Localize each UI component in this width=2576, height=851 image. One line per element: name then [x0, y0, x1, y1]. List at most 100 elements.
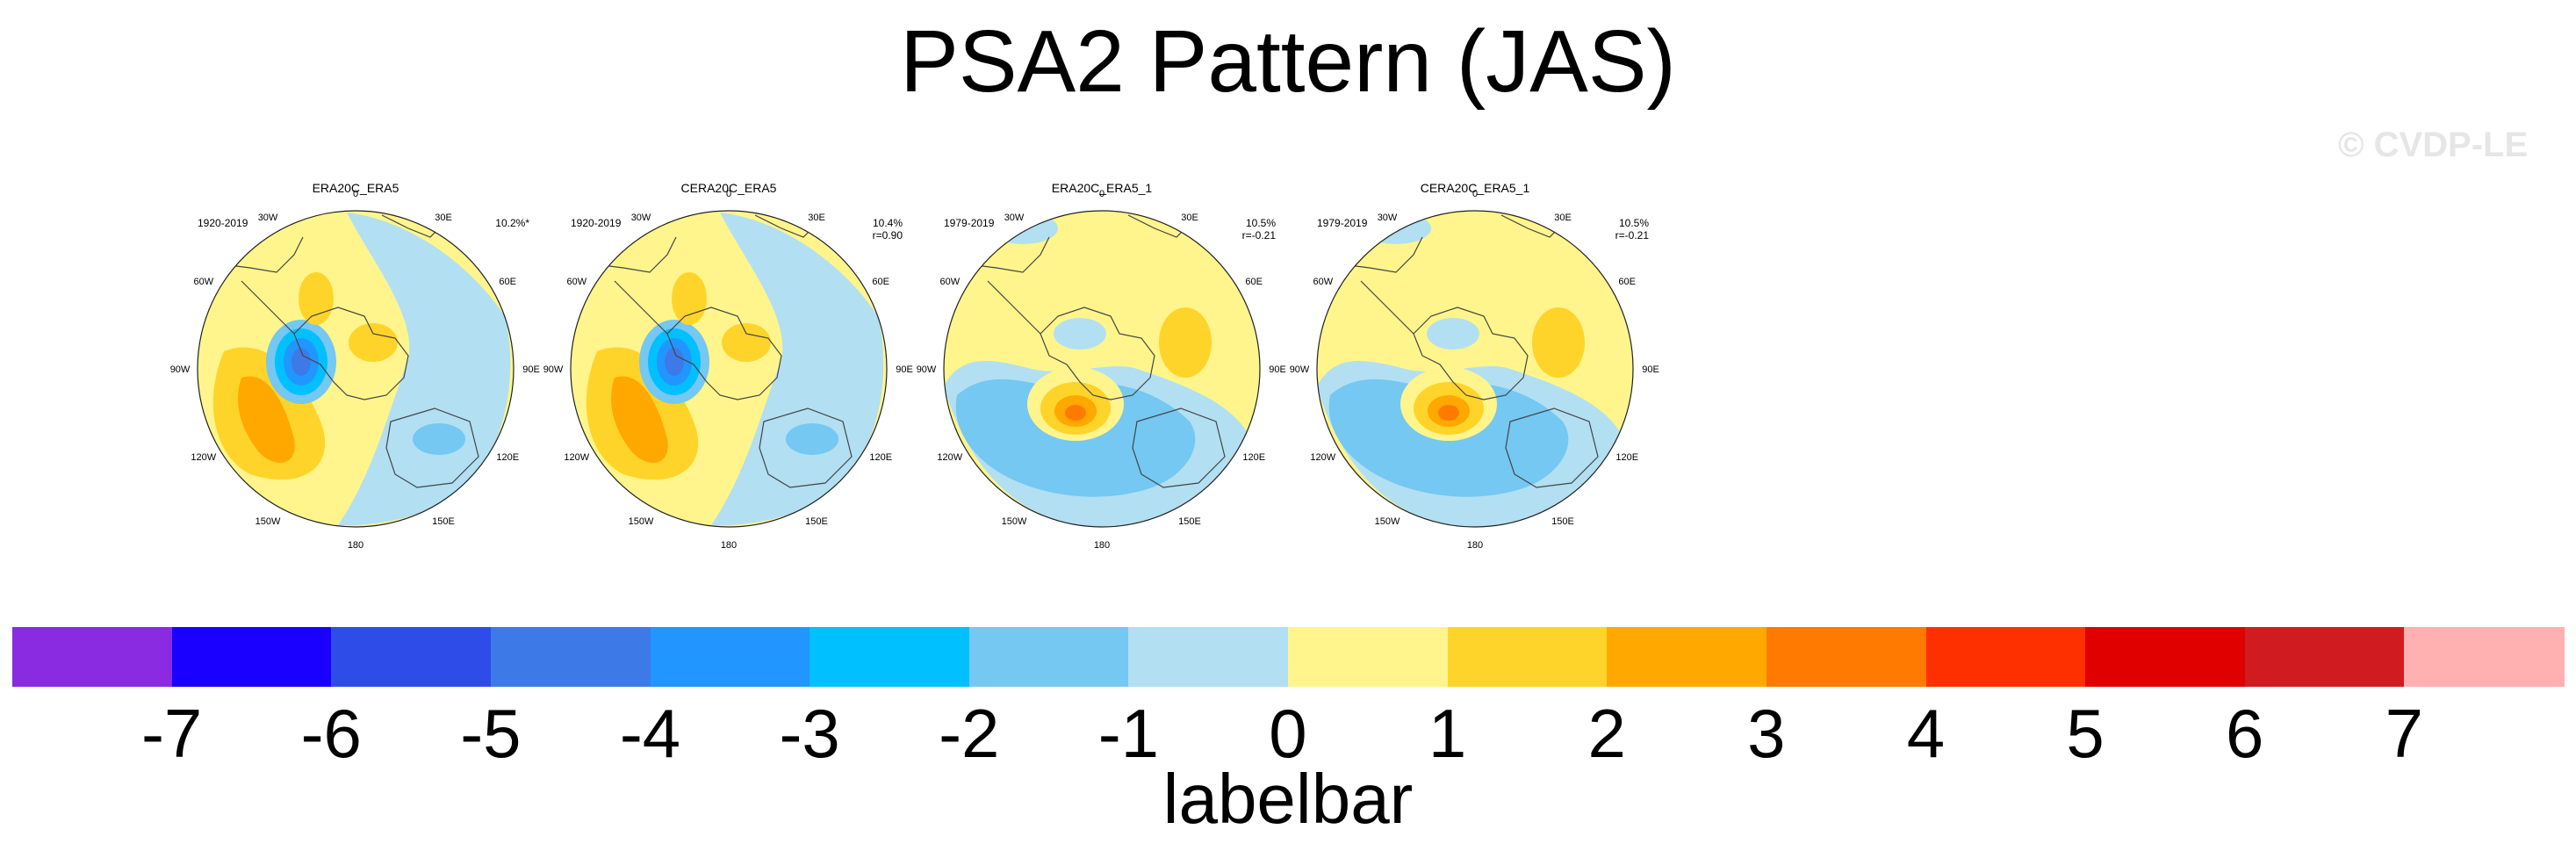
south-america-coastline	[961, 236, 1050, 273]
positive-core	[238, 376, 295, 463]
panel-years: 1979-2019	[1317, 217, 1368, 229]
longitude-label: 0	[1472, 189, 1478, 199]
longitude-label: 120E	[1615, 452, 1638, 463]
longitude-label: 30W	[631, 213, 651, 223]
negative-core	[665, 348, 684, 376]
longitude-label: 60E	[1618, 277, 1636, 287]
longitude-label: 120E	[1242, 452, 1265, 463]
longitude-label: 150W	[1375, 516, 1400, 527]
longitude-label: 90W	[1290, 364, 1310, 375]
labelbar-swatch	[1128, 627, 1289, 687]
labelbar-tick-label: -5	[460, 695, 522, 772]
longitude-label: 30E	[435, 213, 452, 223]
labelbar-swatch	[490, 627, 651, 687]
negative-core	[291, 348, 311, 376]
panel-correlation: r=0.90	[872, 229, 903, 242]
labelbar-tick-label: -7	[140, 695, 203, 772]
labelbar-swatch	[809, 627, 970, 687]
polar-map: 0 30E 60E 90E 120E 150E 180 150W 120W 90W 60W 30W	[170, 189, 540, 551]
antarctica-coastline	[1413, 307, 1529, 400]
positive-region	[722, 323, 771, 362]
panel-title: CERA20C_ERA5	[680, 181, 777, 195]
positive-region	[1532, 307, 1585, 378]
peninsula-coastline	[241, 280, 295, 335]
labelbar-swatch	[1607, 627, 1767, 687]
australia-coastline	[1505, 407, 1599, 488]
south-america-coastline	[1334, 236, 1423, 273]
longitude-label: 90W	[543, 364, 564, 375]
longitude-label: 90E	[522, 364, 540, 375]
labelbar-tick-label: 4	[1906, 695, 1946, 772]
peninsula-coastline	[614, 280, 668, 335]
labelbar-swatch	[1447, 627, 1608, 687]
longitude-label: 60E	[1245, 277, 1263, 287]
longitude-label: 0	[726, 189, 731, 199]
positive-region	[1159, 307, 1212, 378]
polar-map: 0 30E 60E 90E 120E 150E 180 150W 120W 90W 60W 30W	[917, 189, 1286, 551]
negative-region	[413, 423, 465, 455]
antarctica-coastline	[1040, 307, 1155, 400]
panel-years: 1979-2019	[944, 217, 995, 229]
map-panel: CERA20C_ERA5 1920-2019 10.4% r=0.90 0 30E 60E 9…	[543, 180, 913, 558]
page-title: PSA2 Pattern (JAS)	[900, 12, 1676, 111]
longitude-label: 30W	[258, 213, 278, 223]
panel-title: CERA20C_ERA5_1	[1420, 181, 1530, 195]
polar-map: 0 30E 60E 90E 120E 150E 180 150W 120W 90W 60W 30W	[1290, 189, 1659, 551]
south-america-coastline	[587, 236, 677, 273]
longitude-label: 120W	[191, 452, 216, 463]
longitude-label: 120W	[1310, 452, 1335, 463]
map-panel: ERA20C_ERA5 1920-2019 10.2%* 0 30E 60E 90E 120E…	[170, 180, 540, 558]
longitude-label: 30E	[808, 213, 825, 223]
panel-title: ERA20C_ERA5	[312, 181, 399, 195]
longitude-label: 60E	[499, 277, 516, 287]
longitude-label: 30E	[1181, 213, 1198, 223]
labelbar	[12, 627, 2565, 687]
map-border	[1316, 210, 1634, 528]
negative-region	[1427, 318, 1479, 350]
positive-core	[1438, 405, 1459, 421]
south-america-coastline	[214, 236, 304, 273]
longitude-label: 60W	[1313, 277, 1333, 287]
longitude-label: 60W	[193, 277, 213, 287]
panel-percent: 10.2%*	[495, 217, 529, 229]
labelbar-tick-label: -2	[939, 695, 1000, 772]
negative-region	[338, 213, 511, 526]
longitude-label: 0	[1099, 189, 1105, 199]
labelbar-swatch	[12, 627, 173, 687]
map-border	[197, 210, 514, 528]
longitude-label: 30E	[1554, 213, 1572, 223]
positive-region	[672, 272, 707, 325]
labelbar-tick-label: 7	[2385, 695, 2424, 772]
labelbar-swatch	[171, 627, 332, 687]
longitude-label: 120W	[564, 452, 589, 463]
negative-region	[1054, 318, 1106, 350]
panel-years: 1920-2019	[571, 217, 622, 229]
longitude-label: 150E	[805, 516, 828, 527]
longitude-label: 90E	[1642, 364, 1659, 375]
panel-years: 1920-2019	[198, 217, 248, 229]
labelbar-tick-label: 2	[1587, 695, 1626, 772]
labelbar-swatch	[650, 627, 810, 687]
longitude-label: 120E	[869, 452, 892, 463]
labelbar-tick-label: -3	[779, 695, 840, 772]
longitude-label: 120W	[937, 452, 962, 463]
labelbar-swatch	[968, 627, 1129, 687]
longitude-label: 90W	[170, 364, 191, 375]
longitude-label: 150W	[255, 516, 281, 527]
longitude-label: 150W	[1002, 516, 1027, 527]
longitude-label: 180	[1467, 540, 1483, 551]
labelbar-tick-label: -6	[300, 695, 362, 772]
map-border	[943, 210, 1261, 528]
labelbar-swatch	[1925, 627, 2086, 687]
labelbar-tick-label: -1	[1097, 695, 1160, 772]
labelbar-tick-label: 5	[2066, 695, 2105, 772]
longitude-label: 180	[348, 540, 363, 551]
negative-region	[711, 213, 884, 526]
longitude-label: 90E	[1269, 364, 1286, 375]
longitude-label: 30W	[1378, 213, 1398, 223]
peninsula-coastline	[987, 280, 1041, 335]
positive-region	[349, 323, 398, 362]
longitude-label: 180	[721, 540, 737, 551]
panel-percent: 10.5%	[1618, 217, 1649, 229]
panel-correlation: r=-0.21	[1241, 229, 1276, 242]
